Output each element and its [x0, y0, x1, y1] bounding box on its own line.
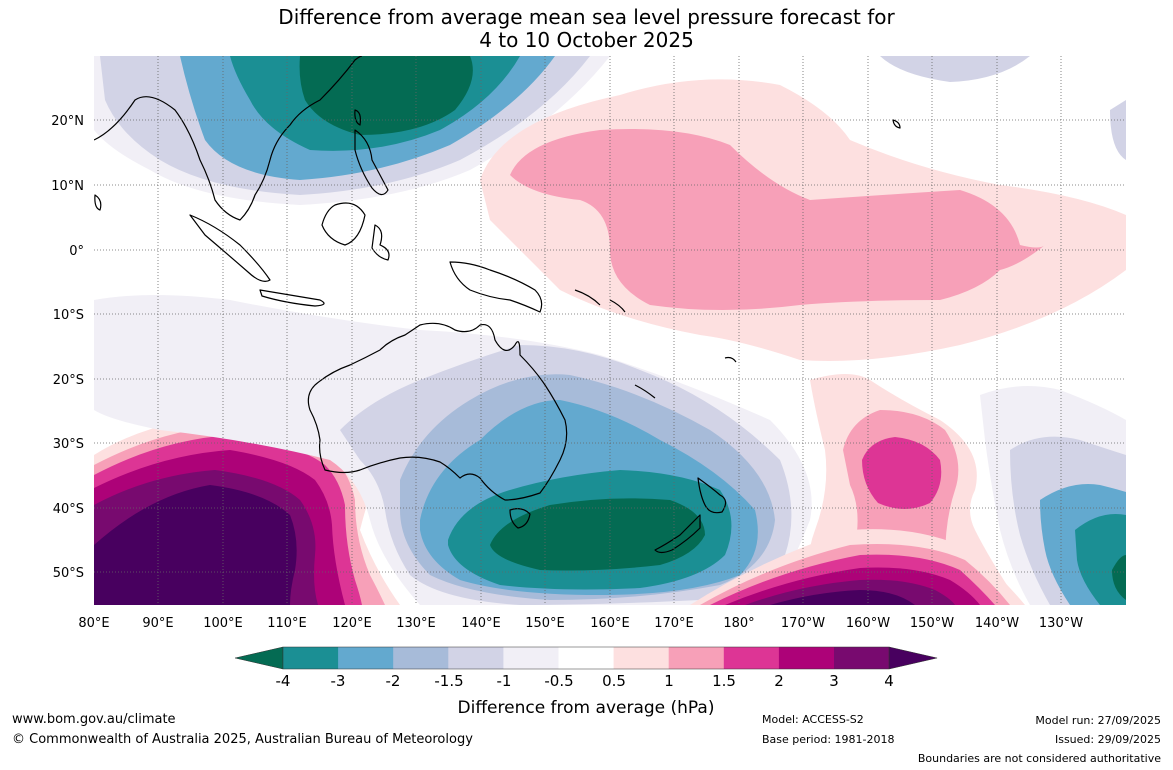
copyright-text: © Commonwealth of Australia 2025, Austra… [12, 732, 473, 747]
new-guinea-coastline [449, 261, 543, 313]
colorbar-tick: -1.5 [434, 672, 463, 690]
lon-label: 120°E [332, 616, 372, 631]
lon-label: 90°E [142, 616, 173, 631]
lat-label: 20°S [53, 373, 84, 388]
model-text: Model: ACCESS-S2 [762, 713, 864, 726]
colorbar-segment [283, 647, 339, 669]
colorbar-tick: -4 [276, 672, 291, 690]
lon-label: 130°W [1039, 616, 1083, 631]
asia-coastline [94, 56, 363, 221]
positive-anomaly-south-pacific [862, 437, 942, 509]
sumatra-coastline [189, 214, 271, 282]
colorbar-frame [282, 646, 890, 670]
fiji-coastline [724, 356, 737, 363]
colorbar-segment [338, 647, 394, 669]
colorbar-segment [778, 647, 835, 669]
lat-label: 40°S [53, 502, 84, 517]
colorbar-tick: 3 [829, 672, 839, 690]
colorbar-tick: 1.5 [712, 672, 736, 690]
latitude-labels: 20°N 10°N 0° 10°S 20°S 30°S 40°S 50°S [51, 114, 84, 581]
colorbar-tick: 4 [884, 672, 894, 690]
coastlines [94, 56, 901, 554]
sulawesi-coastline [371, 224, 390, 261]
solomon-islands-coastline [574, 289, 626, 313]
colorbar-tick: -1 [497, 672, 512, 690]
website-text: www.bom.gov.au/climate [12, 712, 176, 727]
hawaii-coastline [892, 119, 901, 129]
colorbar-tick: -3 [331, 672, 346, 690]
lat-label: 0° [69, 244, 84, 259]
negative-anomaly-north [1110, 100, 1126, 160]
negative-anomaly-north [880, 56, 1030, 82]
lon-label: 140°E [461, 616, 501, 631]
colorbar-tick: -2 [386, 672, 401, 690]
lon-label: 140°W [975, 616, 1019, 631]
borneo-coastline [321, 202, 366, 246]
lon-label: 150°W [910, 616, 954, 631]
map-title-line2: 4 to 10 October 2025 [479, 28, 694, 52]
lon-label: 130°E [396, 616, 436, 631]
lon-label: 160°E [590, 616, 630, 631]
positive-anomaly-pacific [510, 129, 1045, 310]
lon-label: 170°W [781, 616, 825, 631]
colorbar-segment [558, 647, 615, 669]
new-zealand-south-coastline [654, 514, 701, 554]
taiwan-coastline [354, 109, 362, 126]
lon-label: 100°E [203, 616, 243, 631]
longitude-labels: 80°E 90°E 100°E 110°E 120°E 130°E 140°E … [78, 616, 1083, 631]
colorbar-segment [448, 647, 504, 669]
positive-anomaly-far-south [770, 590, 915, 605]
colorbar [234, 646, 938, 670]
java-coastline [259, 289, 325, 307]
model-run-text: Model run: 27/09/2025 [1035, 714, 1161, 727]
positive-anomaly-indian [94, 485, 297, 605]
lon-label: 150°E [525, 616, 565, 631]
colorbar-segment [613, 647, 670, 669]
negative-anomaly-tasman [490, 498, 705, 571]
colorbar-segment [834, 647, 890, 669]
colorbar-tick: 1 [664, 672, 674, 690]
colorbar-segment [668, 647, 725, 669]
anomaly-fields [94, 56, 1126, 605]
lat-label: 50°S [53, 566, 84, 581]
lat-label: 10°N [51, 179, 84, 194]
colorbar-segment [393, 647, 449, 669]
colorbar-ticks: -4 -3 -2 -1.5 -1 -0.5 0.5 1 1.5 2 3 4 [276, 672, 894, 690]
map-title-line1: Difference from average mean sea level p… [278, 5, 895, 29]
philippines-coastline [354, 129, 389, 196]
colorbar-tick: 2 [774, 672, 784, 690]
issued-text: Issued: 29/09/2025 [1054, 733, 1161, 746]
lon-label: 180° [723, 616, 754, 631]
base-period-text: Base period: 1981-2018 [762, 733, 895, 746]
lon-label: 170°E [654, 616, 694, 631]
graticule [94, 56, 1126, 605]
lat-label: 20°N [51, 114, 84, 129]
colorbar-segment [503, 647, 559, 669]
negative-anomaly-southeast [1112, 555, 1126, 600]
negative-anomaly-southeast [1075, 514, 1126, 605]
lat-label: 30°S [53, 437, 84, 452]
colorbar-title: Difference from average (hPa) [458, 698, 715, 718]
tasmania-coastline [509, 508, 531, 529]
new-zealand-north-coastline [697, 477, 727, 514]
colorbar-segment [723, 647, 780, 669]
colorbar-tick: 0.5 [602, 672, 626, 690]
lat-label: 10°S [53, 308, 84, 323]
colorbar-extend-high [888, 646, 938, 670]
sri-lanka-coastline [94, 194, 102, 211]
lon-label: 160°W [846, 616, 890, 631]
colorbar-extend-low [234, 646, 284, 670]
lon-label: 80°E [78, 616, 109, 631]
colorbar-tick: -0.5 [544, 672, 573, 690]
disclaimer-text: Boundaries are not considered authoritat… [917, 752, 1161, 765]
lon-label: 110°E [267, 616, 307, 631]
australia-coastline [307, 322, 568, 501]
new-caledonia-coastline [634, 384, 656, 399]
